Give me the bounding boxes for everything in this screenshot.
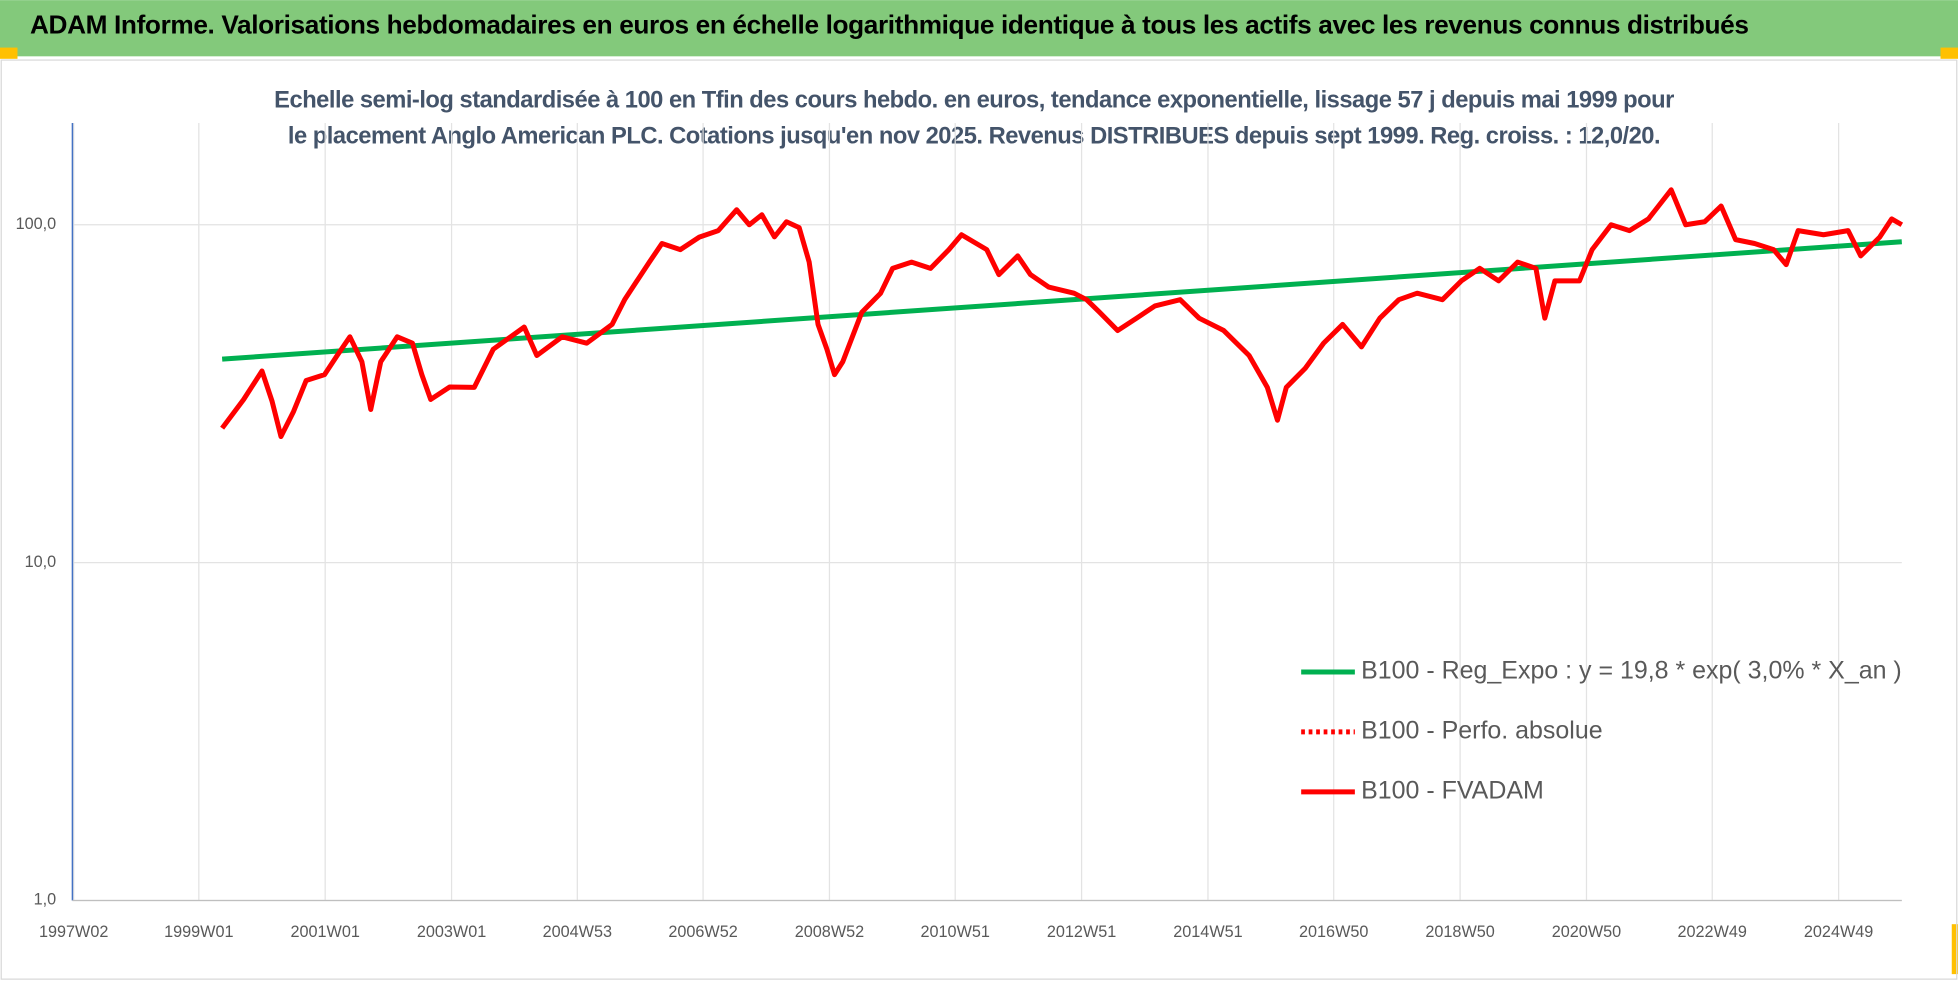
corner — [1951, 924, 1958, 975]
x-tick-label: 2018W50 — [1425, 923, 1494, 941]
y-tick-label: 10,0 — [25, 553, 57, 571]
x-tick-label: 1997W02 — [39, 923, 108, 941]
series-line — [220, 187, 1904, 440]
x-tick-label: 2022W49 — [1678, 923, 1747, 941]
subtitle-box: Echelle semi-log standardisée à 100 en T… — [274, 87, 1674, 150]
x-tick-label: 2014W51 — [1173, 923, 1242, 941]
x-tick-label: 2008W52 — [795, 923, 864, 941]
corner — [0, 47, 18, 59]
legend-label: B100 - Reg_Expo : y = 19,8 * exp( 3,0% *… — [1361, 657, 1902, 685]
title-bar — [0, 0, 1958, 57]
x-tick-label: 2004W53 — [543, 923, 612, 941]
x-tick-label: 2016W50 — [1299, 923, 1368, 941]
series-line — [221, 239, 1902, 362]
x-tick-label: 1999W01 — [164, 923, 233, 941]
chart-subtitle: Echelle semi-log standardisée à 100 en T… — [274, 87, 1674, 150]
x-tick-label: 2003W01 — [417, 923, 486, 941]
chart-title: ADAM Informe. Valorisations hebdomadaire… — [30, 9, 1749, 39]
legend-label: B100 - FVADAM — [1361, 776, 1544, 804]
x-tick-label: 2012W51 — [1047, 923, 1116, 941]
legend-label: B100 - Perfo. absolue — [1361, 716, 1603, 744]
x-tick-label: 2024W49 — [1804, 923, 1873, 941]
y-tick-label: 1,0 — [34, 891, 57, 909]
chart-frame — [0, 59, 1958, 980]
x-tick-label: 2001W01 — [290, 923, 359, 941]
corner — [1940, 47, 1958, 59]
x-tick-label: 2006W52 — [668, 923, 737, 941]
y-tick-label: 100,0 — [16, 215, 57, 233]
x-tick-label: 2020W50 — [1552, 923, 1621, 941]
x-tick-label: 2010W51 — [920, 923, 989, 941]
